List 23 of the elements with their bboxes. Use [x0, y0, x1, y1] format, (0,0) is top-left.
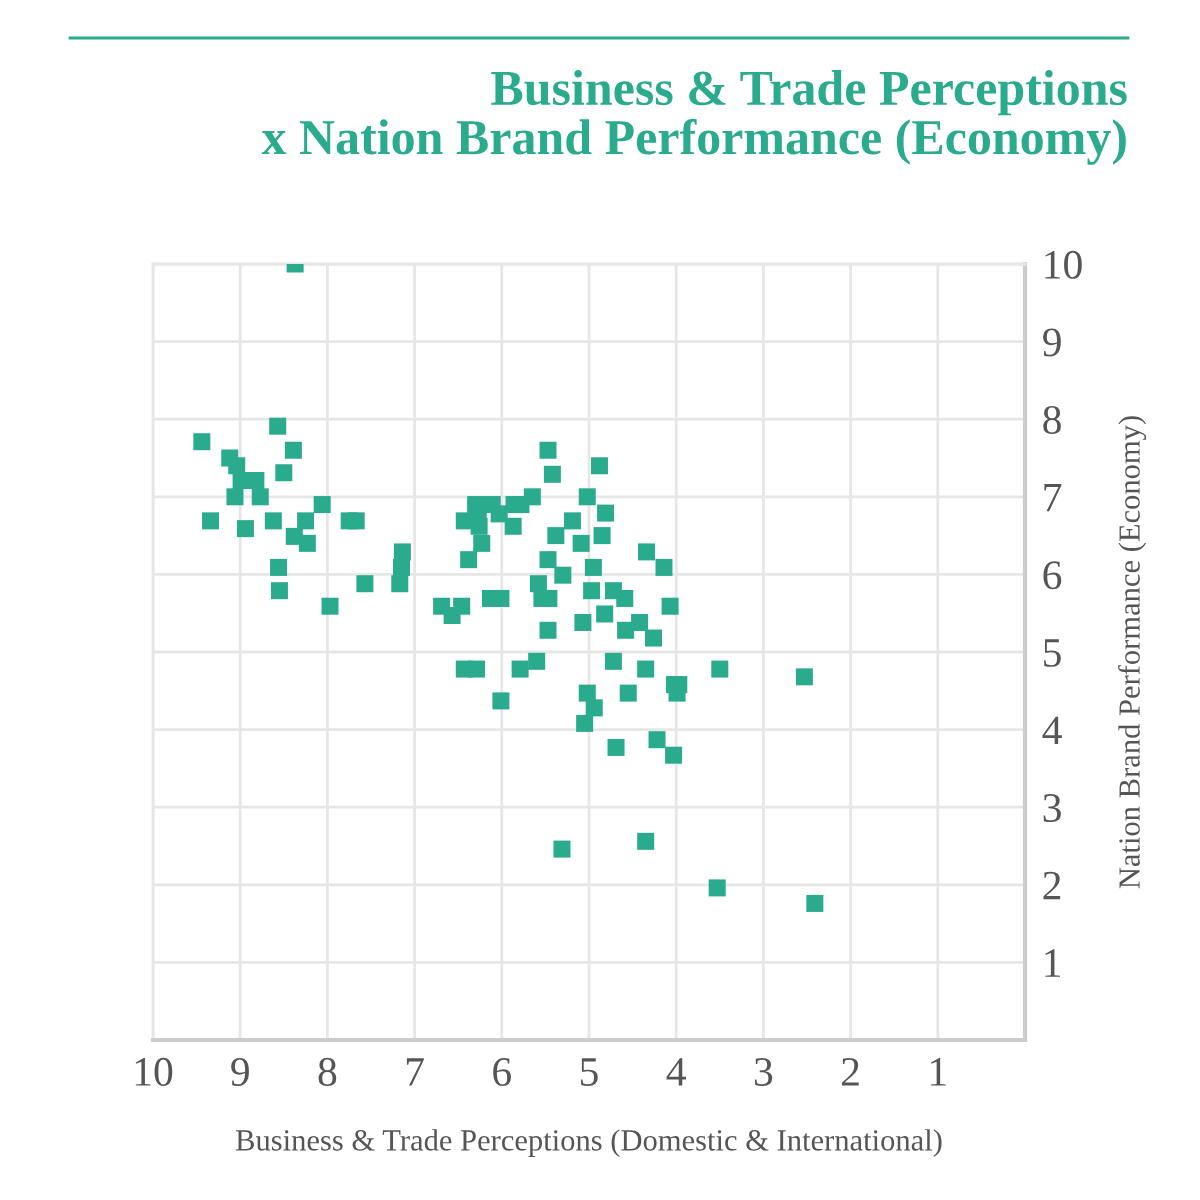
x-tick-label: 2: [842, 1057, 859, 1086]
x-tick-label: 1: [931, 1058, 946, 1086]
x-tick-label: 5: [581, 1058, 598, 1086]
y-axis-title: Nation Brand Performance (Economy): [1118, 416, 1147, 889]
x-tick-label: 6: [493, 1057, 511, 1086]
x-axis-title: Business & Trade Perceptions (Domestic & International): [235, 1129, 942, 1157]
y-tick-label: 7: [1044, 483, 1062, 512]
x-tick-label: 3: [754, 1057, 773, 1086]
y-tick-label: 9: [1043, 328, 1061, 357]
y-tick-label: 1: [1045, 949, 1060, 977]
x-tick-label: 7: [406, 1058, 424, 1086]
y-tick-label: 4: [1042, 716, 1062, 745]
y-tick-label: 2: [1043, 871, 1061, 900]
chart-title: Business & Trade Perceptions x Nation Brand Performance (Economy): [261, 70, 1127, 165]
y-tick-label: 6: [1043, 561, 1062, 590]
y-tick-label: 8: [1043, 405, 1061, 435]
x-tick-label: 10: [135, 1057, 173, 1086]
y-tick-label: 10: [1045, 250, 1082, 279]
x-tick-label: 4: [666, 1058, 686, 1086]
y-tick-label: 5: [1044, 639, 1061, 667]
y-tick-label: 3: [1043, 794, 1061, 823]
x-tick-label: 9: [231, 1057, 249, 1086]
x-tick-label: 8: [318, 1057, 337, 1086]
